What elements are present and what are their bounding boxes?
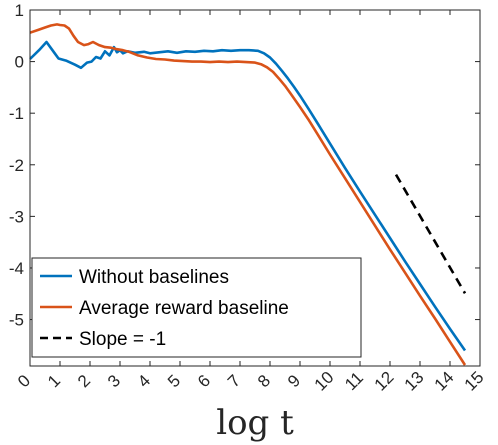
axes-box xyxy=(29,9,481,367)
legend-box xyxy=(31,257,362,358)
y-tick-label: 0 xyxy=(15,53,24,72)
x-tick-label: 7 xyxy=(224,371,244,391)
legend-entry-1: Average reward baseline xyxy=(79,298,289,319)
y-tick-label: -2 xyxy=(9,156,24,175)
y-tick-label: -4 xyxy=(9,259,24,278)
x-tick-label: 14 xyxy=(431,368,458,395)
series-line-1 xyxy=(29,23,467,366)
x-tick-label: 10 xyxy=(311,368,338,395)
y-tick-label: -3 xyxy=(9,207,24,226)
x-tick-label: 12 xyxy=(371,368,398,395)
x-tick-label: 8 xyxy=(254,371,274,391)
legend: Without baselines Average reward baseline… xyxy=(31,257,362,358)
x-tick-label: 15 xyxy=(461,368,488,395)
series-line-2 xyxy=(394,173,467,294)
x-tick-label: 4 xyxy=(134,371,154,391)
y-tick-label: -5 xyxy=(9,311,24,330)
legend-entry-2: Slope = -1 xyxy=(79,329,166,350)
x-tick-label: 2 xyxy=(74,371,94,391)
x-tick-label: 13 xyxy=(401,368,428,395)
x-tick-label: 9 xyxy=(284,371,304,391)
x-tick-label: 5 xyxy=(164,371,184,391)
series-line-0 xyxy=(29,40,467,352)
x-axis-label: log t xyxy=(216,403,294,443)
y-tick-label: -1 xyxy=(9,104,24,123)
legend-entry-0: Without baselines xyxy=(79,267,229,288)
x-tick-label: 3 xyxy=(104,371,124,391)
x-tick-label: 11 xyxy=(341,368,367,394)
x-tick-label: 6 xyxy=(194,371,214,391)
x-tick-label: 0 xyxy=(14,371,34,391)
y-tick-label: 1 xyxy=(15,1,24,20)
plot-lines xyxy=(29,23,467,366)
x-tick-label: 1 xyxy=(44,371,64,391)
